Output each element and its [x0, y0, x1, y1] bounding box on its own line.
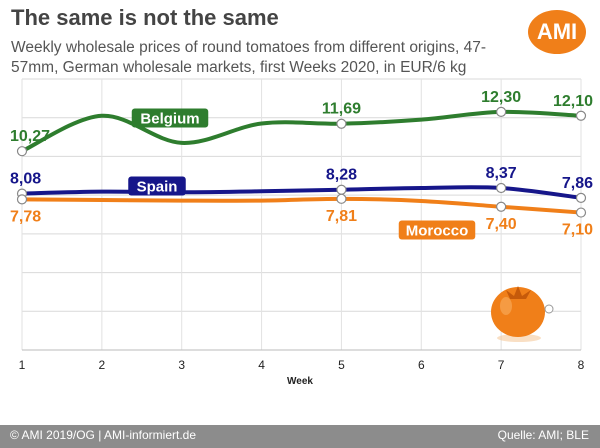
data-label: 7,40 — [486, 216, 517, 233]
data-point-marker — [336, 184, 347, 195]
x-tick-label: 7 — [498, 358, 505, 372]
series-morocco: 7,78 7,81 7,40 7,10 Morocco — [10, 193, 593, 240]
data-label: 11,69 — [322, 101, 361, 118]
line-chart: 1 2 3 4 5 6 7 8 10,27 11,69 12,30 12,10 Belgium 8,08… — [10, 78, 593, 387]
series-name-label: Morocco — [406, 223, 469, 240]
series-belgium: 10,27 11,69 12,30 12,10 Belgium — [10, 89, 593, 157]
x-tick-label: 1 — [19, 358, 26, 372]
data-point-marker — [16, 194, 28, 205]
data-label: 7,81 — [326, 208, 357, 225]
data-point-marker — [336, 118, 347, 129]
data-point-marker — [575, 110, 587, 121]
data-label: 7,10 — [562, 222, 593, 239]
data-point-marker — [575, 192, 587, 203]
series-name-badge — [131, 108, 209, 128]
series-name-badge — [398, 220, 476, 240]
data-point-marker — [496, 106, 507, 118]
data-point-marker — [496, 201, 507, 212]
series-name-label: Belgium — [140, 111, 199, 128]
data-label: 12,10 — [553, 93, 593, 110]
series-spain: 8,08 8,28 8,37 7,86 Spain — [10, 165, 593, 203]
data-point-marker — [575, 207, 587, 218]
data-label: 7,78 — [10, 208, 41, 225]
data-point-marker — [16, 146, 28, 157]
data-label: 10,27 — [10, 128, 50, 145]
tomato-icon — [491, 286, 554, 342]
data-label: 12,30 — [481, 89, 521, 106]
x-axis: 1 2 3 4 5 6 7 8 — [19, 349, 585, 372]
data-label: 8,08 — [10, 171, 41, 188]
chart-subtitle: Weekly wholesale prices of round tomatoe… — [11, 39, 486, 76]
chart-title: The same is not the same — [11, 5, 279, 30]
x-tick-label: 5 — [338, 358, 345, 372]
x-tick-label: 3 — [178, 358, 185, 372]
x-tick-label: 6 — [418, 358, 425, 372]
footer: © AMI 2019/OG | AMI-informiert.de Quelle… — [0, 425, 600, 448]
series-name-label: Spain — [137, 179, 178, 196]
data-point-marker — [336, 193, 347, 204]
ami-logo: AMI — [528, 10, 586, 54]
data-label: 8,37 — [486, 165, 517, 182]
data-label: 8,28 — [326, 167, 357, 184]
footer-copyright: © AMI 2019/OG | AMI-informiert.de — [10, 428, 197, 442]
x-axis-label: Week — [287, 376, 313, 387]
series-line-spain — [20, 185, 583, 200]
x-tick-label: 2 — [99, 358, 106, 372]
data-point-marker — [496, 182, 507, 194]
series-layer: 10,27 11,69 12,30 12,10 Belgium 8,08 8,28 8,37 7… — [10, 89, 593, 240]
series-line-morocco — [20, 196, 583, 215]
series-line-belgium — [20, 109, 583, 154]
x-tick-label: 8 — [578, 358, 585, 372]
series-name-badge — [128, 176, 186, 196]
data-label: 7,86 — [562, 175, 593, 192]
footer-source: Quelle: AMI; BLE — [497, 428, 589, 442]
x-tick-label: 4 — [258, 358, 265, 372]
